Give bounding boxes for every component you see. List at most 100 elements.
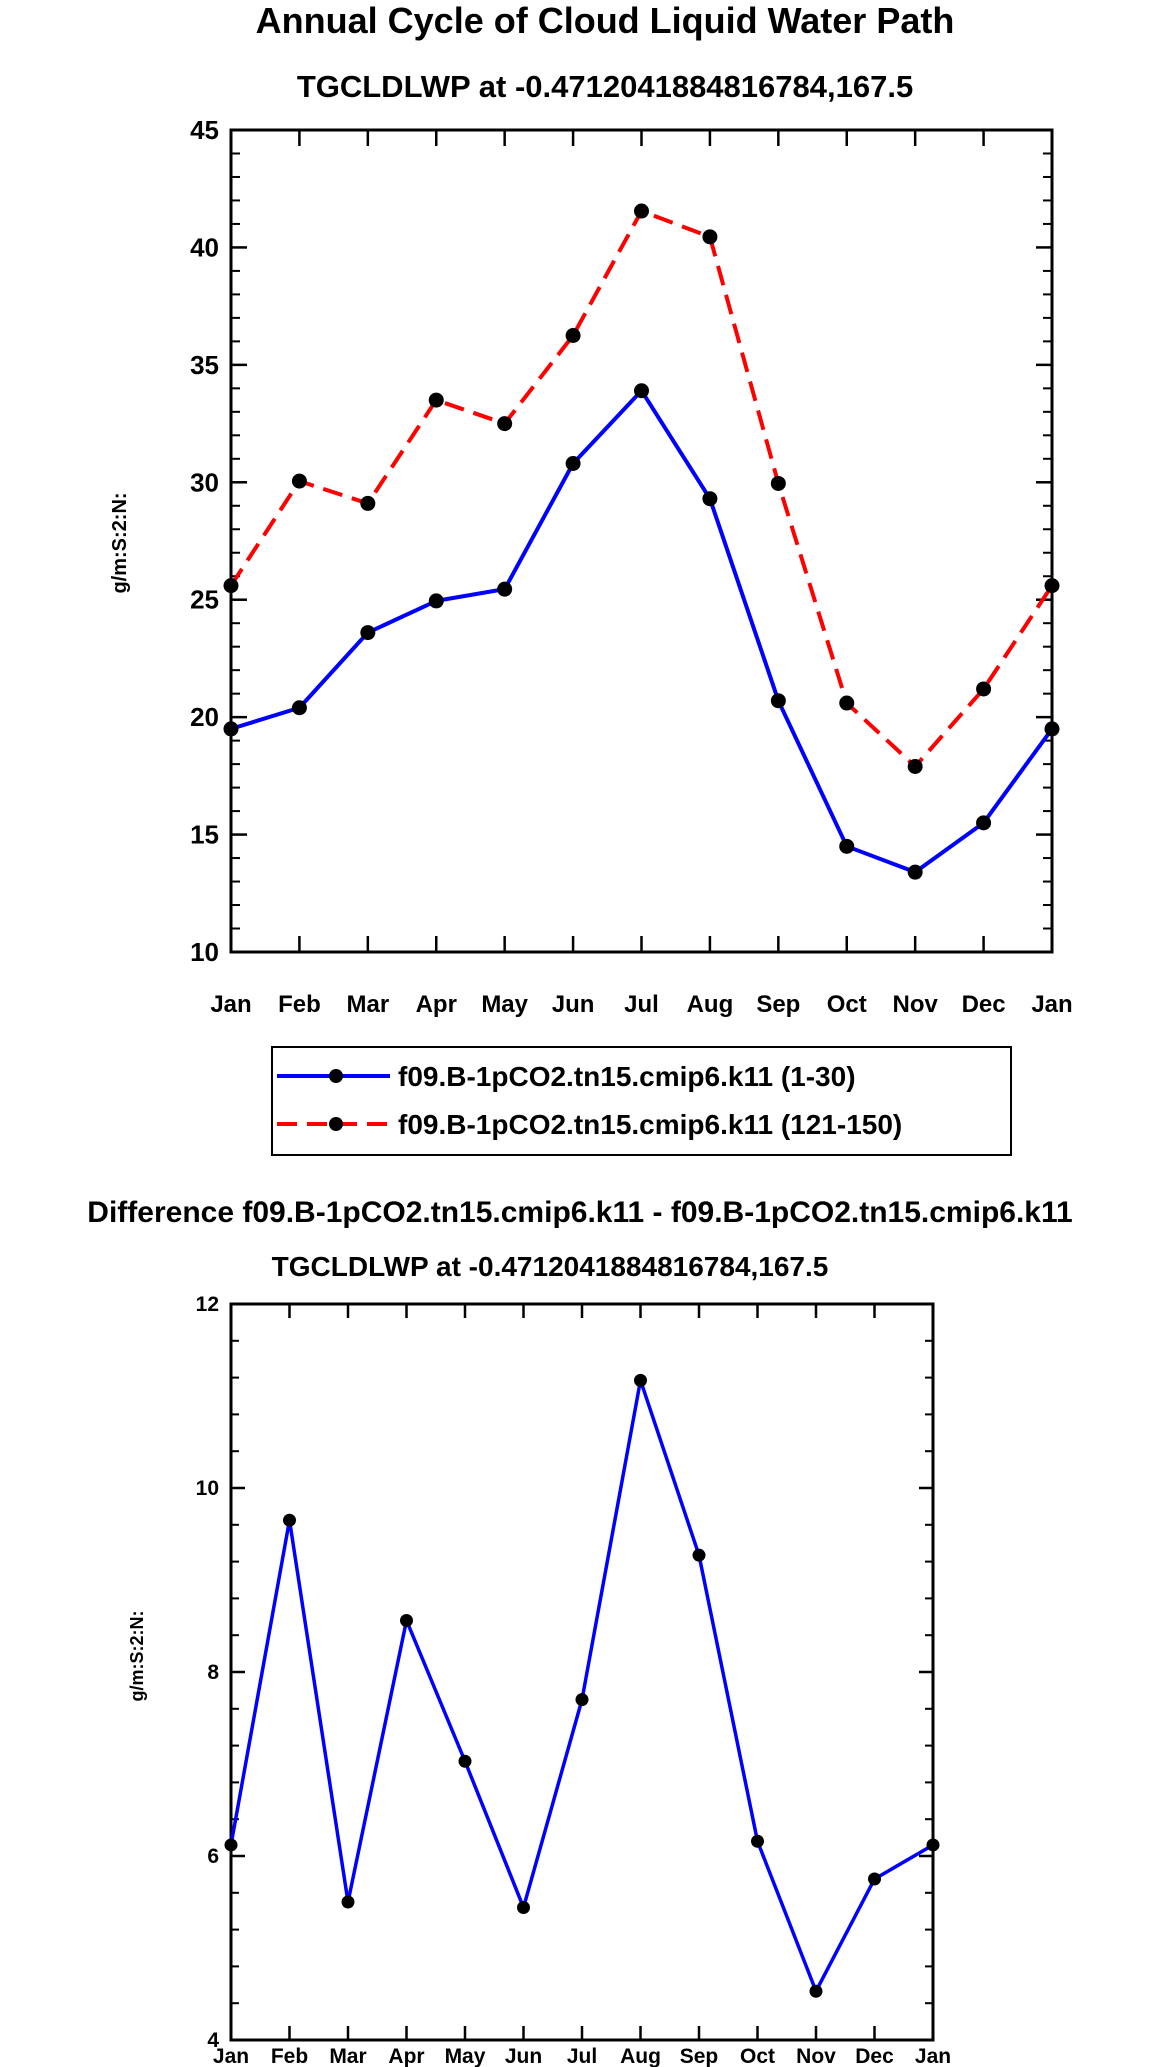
legend-marker-series-2 [329,1117,343,1131]
data-point [400,1613,413,1627]
x-tick-label: Aug [620,2045,661,2067]
data-point [428,593,444,609]
data-point [907,758,923,774]
y-tick-label: 4 [207,2029,219,2052]
x-tick-label: Apr [388,2045,424,2067]
data-point [291,473,307,489]
x-tick-label: Apr [416,991,457,1018]
data-point [341,1895,355,1909]
y-tick-label: 10 [196,1477,219,1500]
data-point [223,578,239,594]
y-tick-label: 45 [190,115,219,145]
data-point [283,1513,296,1527]
chart-2-plot-frame [229,1302,935,2042]
chart-2: Difference f09.B-1pCO2.tn15.cmip6.k11 - … [87,1196,1072,2067]
x-tick-label: Dec [962,991,1006,1018]
data-point [907,864,923,880]
x-tick-label: Dec [855,2045,894,2067]
data-point [692,1548,706,1562]
data-point [702,491,718,507]
chart-1-plot-frame [229,128,1054,954]
data-point [1044,721,1060,737]
chart-1-legend: f09.B-1pCO2.tn15.cmip6.k11 (1-30) f09.B-… [271,1046,1012,1156]
x-tick-label: Feb [278,991,321,1018]
chart-1-y-tick-labels: 10 15 20 25 30 35 40 45 [190,115,219,967]
y-tick-label: 25 [190,585,219,615]
chart-1-series [223,203,1060,880]
data-point [458,1754,472,1768]
x-tick-label: Sep [756,991,800,1018]
chart-1: Annual Cycle of Cloud Liquid Water Path … [109,0,1073,1156]
data-point [360,495,376,511]
chart-2-subtitle: TGCLDLWP at -0.4712041884816784,167.5 [272,1251,829,1282]
y-tick-label: 10 [190,937,219,967]
x-tick-label: Oct [740,2045,775,2067]
x-tick-label: Jan [210,991,251,1018]
x-tick-label: Jul [624,991,659,1018]
data-point [926,1838,940,1852]
x-tick-label: Jan [213,2045,249,2067]
series-line-1 [229,1378,934,1993]
y-tick-label: 8 [207,1661,219,1684]
chart-2-series [224,1373,940,1998]
data-point [428,392,444,408]
y-tick-label: 20 [190,702,219,732]
x-tick-label: Nov [796,2045,836,2067]
x-tick-label: Mar [329,2045,366,2067]
data-point [770,693,786,709]
x-tick-label: Jul [567,2045,597,2067]
y-tick-label: 30 [190,467,219,497]
legend-frame [271,1046,1012,1156]
chart-1-subtitle: TGCLDLWP at -0.4712041884816784,167.5 [297,69,913,104]
data-point [634,1373,647,1387]
x-tick-label: Aug [687,991,734,1018]
data-point [634,203,649,219]
legend-label-series-2: f09.B-1pCO2.tn15.cmip6.k11 (121-150) [398,1109,902,1140]
chart-1-title: Annual Cycle of Cloud Liquid Water Path [256,0,955,41]
data-point [517,1901,530,1915]
data-point [497,581,513,597]
series-line-2 [229,209,1054,769]
x-tick-label: Feb [271,2045,308,2067]
legend-marker-series-1 [329,1069,343,1083]
x-tick-label: Mar [346,991,389,1018]
data-point [565,328,581,343]
data-point [702,229,718,245]
data-point [565,455,581,471]
data-point [868,1872,881,1886]
data-point [809,1984,823,1998]
y-tick-label: 15 [190,820,219,850]
y-tick-label: 40 [190,232,219,262]
chart-1-x-tick-labels: Jan Feb Mar Apr May Jun Jul Aug Sep Oct Nov Dec Jan [210,991,1072,1018]
y-tick-label: 35 [190,350,219,380]
chart-2-y-axis-label: g/m:S:2:N: [127,1611,147,1702]
chart-2-y-tick-labels: 4 6 8 10 12 [196,1293,220,2052]
chart-2-ticks [229,1302,935,2042]
series-line-1 [230,388,1054,875]
chart-1-y-axis-label: g/m:S:2:N: [109,492,131,593]
x-tick-label: Jun [552,991,595,1018]
x-tick-label: Oct [827,991,867,1018]
legend-label-series-1: f09.B-1pCO2.tn15.cmip6.k11 (1-30) [398,1061,856,1092]
x-tick-label: Jan [915,2045,951,2067]
data-point [634,383,649,399]
data-point [751,1834,764,1848]
x-tick-label: Sep [680,2045,719,2067]
data-point [976,681,992,697]
data-point [839,695,855,711]
data-point [1044,578,1060,594]
x-tick-label: Jun [505,2045,542,2067]
x-tick-label: May [481,991,528,1018]
data-point [839,838,855,854]
chart-2-title: Difference f09.B-1pCO2.tn15.cmip6.k11 - … [87,1196,1072,1229]
chart-1-ticks [229,128,1054,954]
data-point [360,625,376,641]
data-point [770,475,786,491]
data-point [976,815,992,831]
data-point [223,721,239,737]
x-tick-label: Jan [1031,991,1072,1018]
chart-2-x-tick-labels: Jan Feb Mar Apr May Jun Jul Aug Sep Oct Nov Dec Jan [213,2045,951,2067]
data-point [291,700,307,716]
y-tick-label: 12 [196,1293,219,1316]
